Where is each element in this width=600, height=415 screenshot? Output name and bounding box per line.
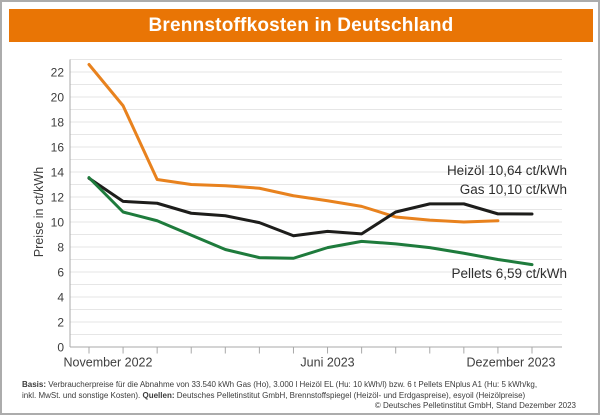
footer-source-text: Basis: Verbraucherpreise für die Abnahme… [22,380,576,401]
series-line-pellets [87,176,534,267]
basis-cont-text: inkl. MwSt. und sonstige Kosten). [22,390,143,400]
fuel-cost-line-chart: 0 2 4 6 8 10 12 14 16 18 20 22 November 2022 Juni 202… [51,59,562,370]
y-tick-label: 20 [51,91,65,105]
y-tick-label: 0 [57,341,64,355]
x-axis-label: Juni 2023 [300,356,354,370]
y-tick-label: 10 [51,216,65,230]
y-tick-label: 6 [57,266,64,280]
quellen-label: Quellen: [142,390,175,400]
x-axis-label: Dezember 2023 [467,356,556,370]
x-axis-label: November 2022 [64,356,153,370]
page-title: Brennstoffkosten in Deutschland [148,14,454,36]
y-tick-label: 2 [57,316,64,330]
basis-label: Basis: [22,380,47,389]
y-tick-label: 14 [51,166,65,180]
series-line-gas [87,63,500,224]
y-tick-label: 4 [57,291,64,305]
copyright-line: © Deutsches Pelletinstitut GmbH, Stand D… [374,401,576,410]
heizoel-value-label: Heizöl 10,64 ct/kWh [446,163,567,178]
y-tick-label: 8 [57,241,64,255]
basis-text: Verbraucherpreise für die Abnahme von 33… [46,380,538,389]
title-bar: Brennstoffkosten in Deutschland [9,9,593,42]
series-line-heizöl [87,176,534,238]
y-tick-label: 18 [51,116,65,130]
footer-note: Basis: Verbraucherpreise für die Abnahme… [22,380,576,412]
y-tick-label: 12 [51,191,65,205]
quellen-text: Deutsches Pelletinstitut GmbH, Brennstof… [174,390,526,400]
pellets-value-label: Pellets 6,59 ct/kWh [451,266,567,281]
y-tick-label: 16 [51,141,65,155]
gas-value-label: Gas 10,10 ct/kWh [459,182,567,197]
y-tick-label: 22 [51,66,65,80]
